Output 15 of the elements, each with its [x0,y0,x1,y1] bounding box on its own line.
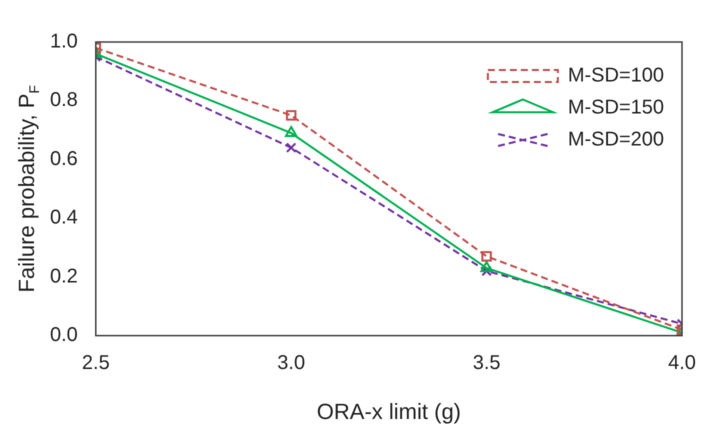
x-tick-label: 4.0 [668,352,696,374]
x-tick-label: 3.5 [472,352,501,374]
y-tick-label: 0.8 [50,89,78,112]
y-tick-label: 1.0 [50,30,78,53]
x-tick-label: 2.5 [82,352,110,374]
x-tick-label: 3.0 [277,352,306,374]
legend-label: M-SD=100 [568,64,664,87]
x-axis-title: ORA-x limit (g) [316,398,462,424]
legend-label: M-SD=200 [568,128,664,151]
y-axis-title: Failure probability, PF [14,85,42,293]
y-tick-label: 0.2 [50,265,78,288]
legend-label: M-SD=150 [568,96,664,119]
y-tick-label: 0.0 [50,324,78,346]
y-tick-label: 0.4 [50,206,78,229]
y-tick-label: 0.6 [50,148,78,170]
